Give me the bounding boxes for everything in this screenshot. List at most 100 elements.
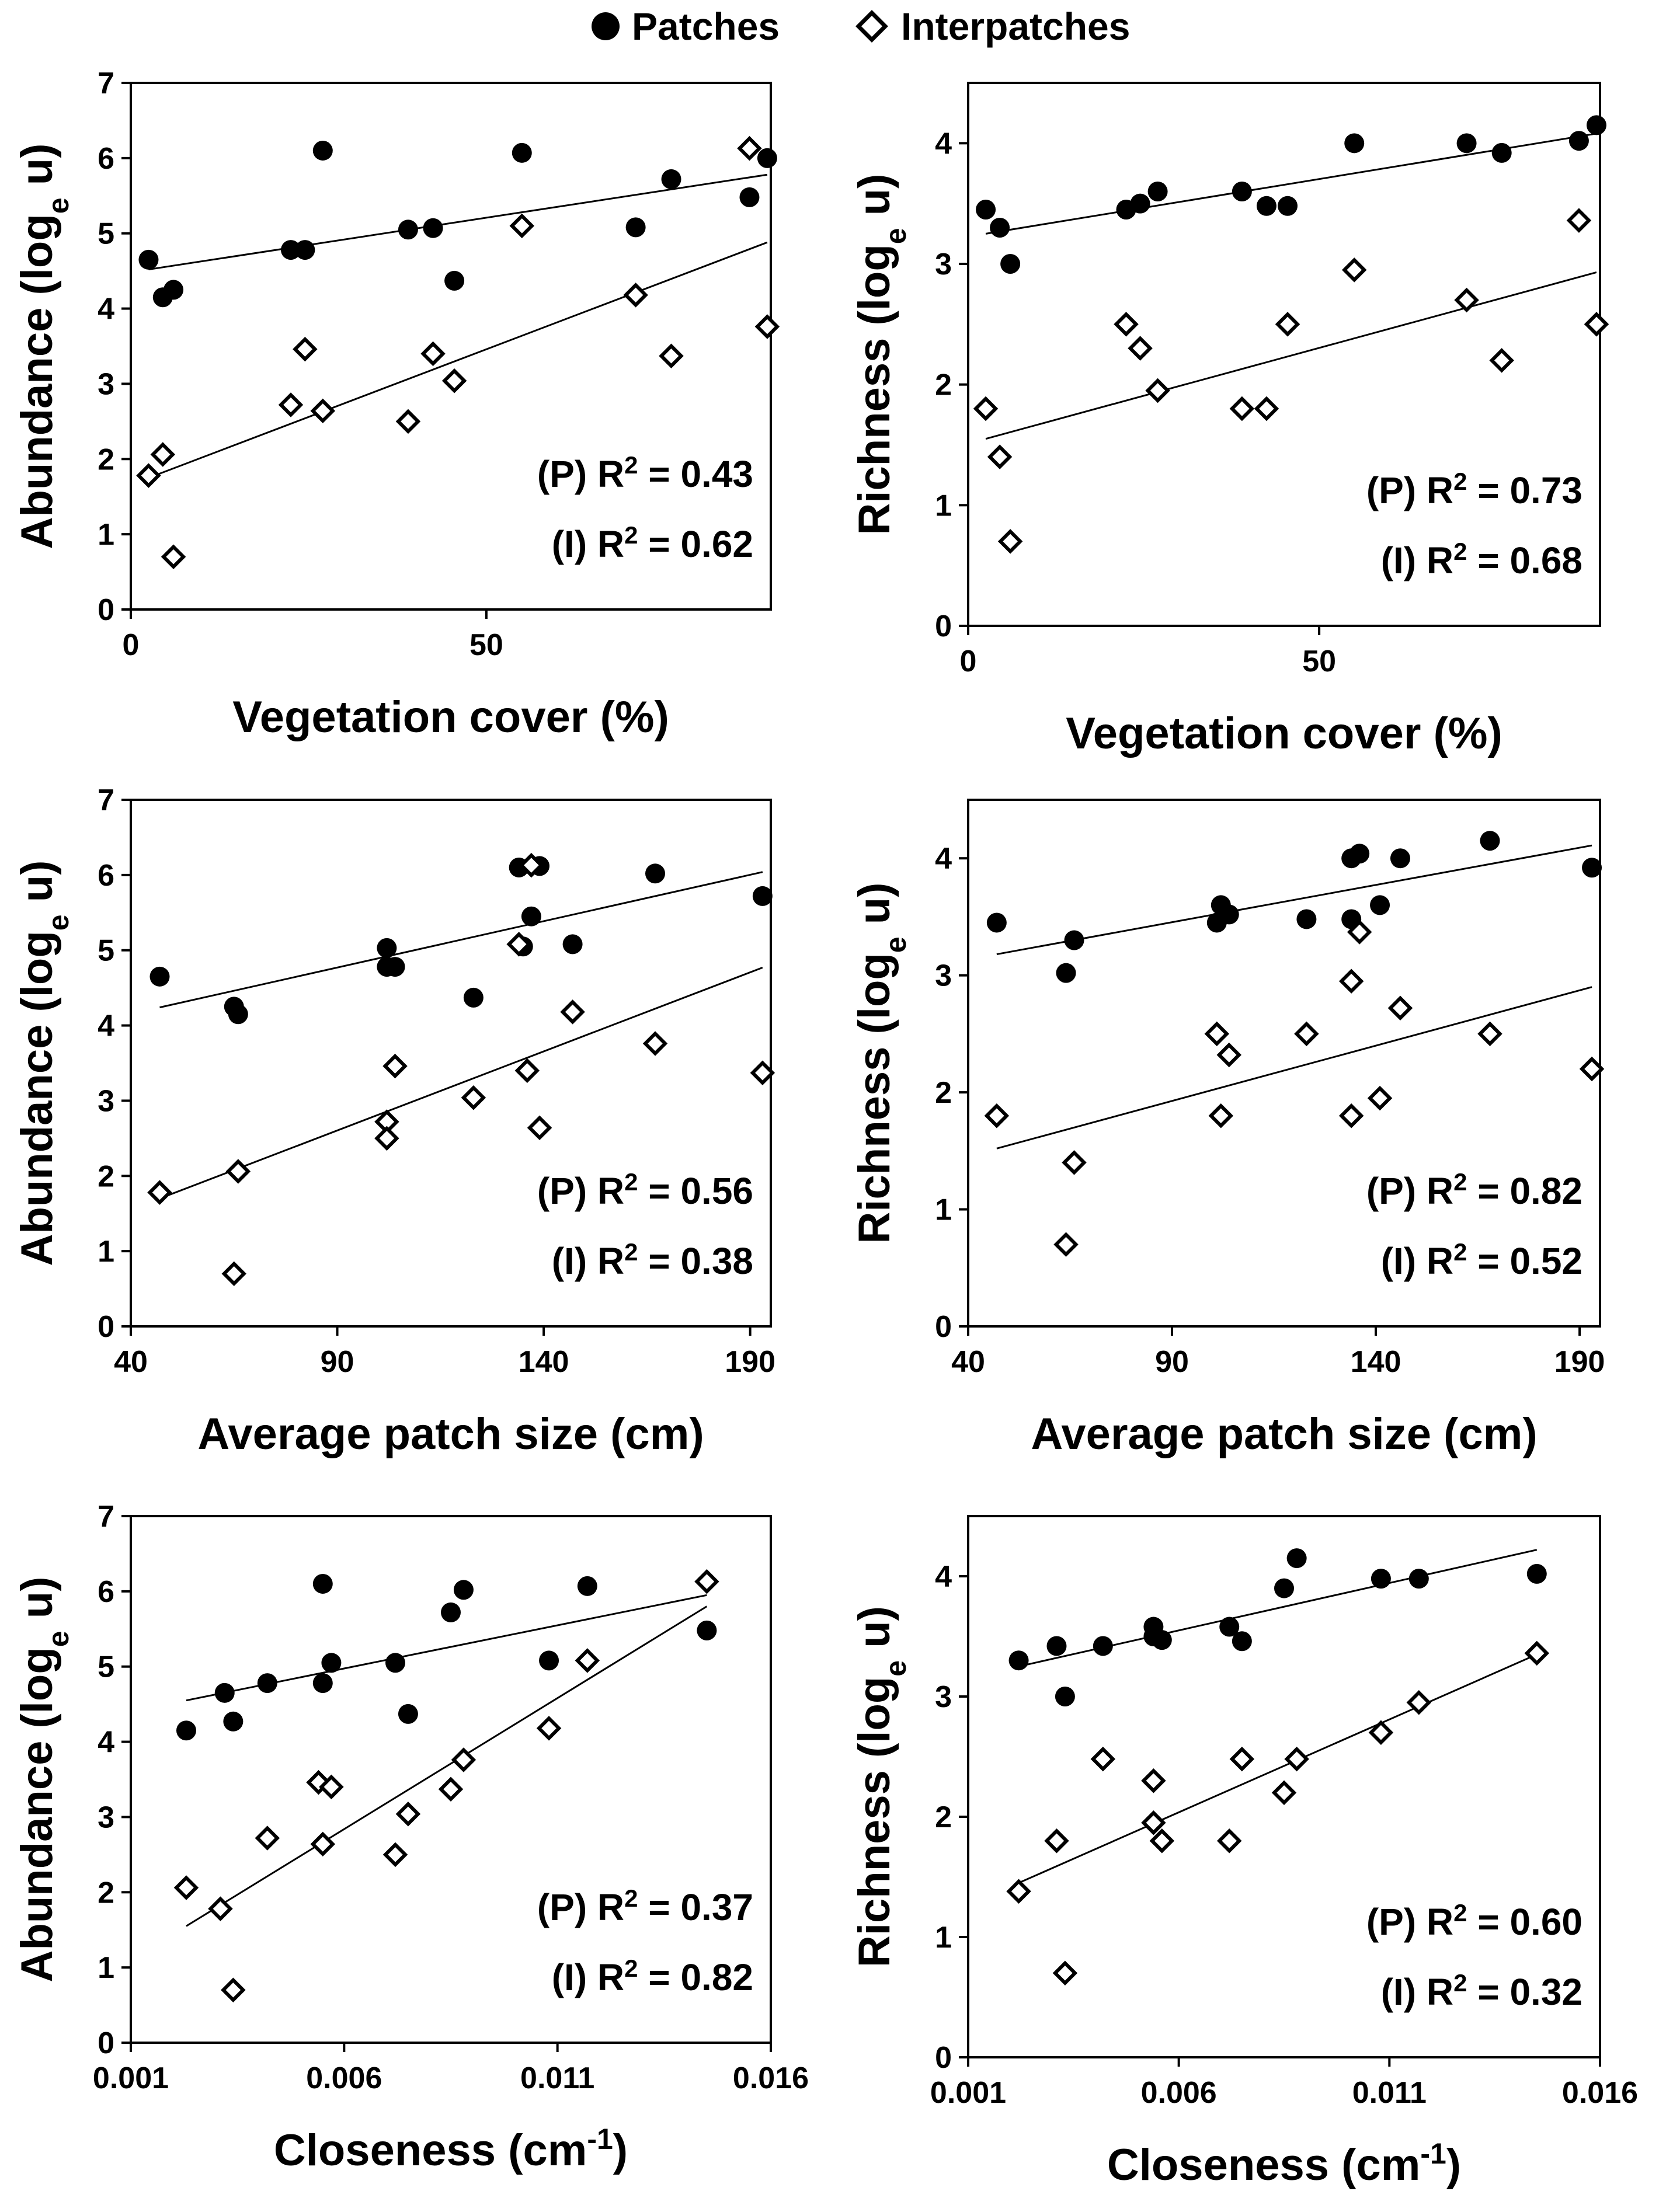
- patches-point: [1064, 930, 1084, 950]
- x-axis-title-end: ): [613, 2126, 628, 2175]
- patches-point: [1278, 196, 1298, 216]
- x-axis-title-sup: -1: [587, 2123, 613, 2155]
- r2-value: = 0.82: [1467, 1170, 1583, 1212]
- patches-point: [398, 1704, 418, 1724]
- interpatches-point: [1141, 1768, 1166, 1793]
- patches-legend-marker: [592, 12, 620, 40]
- r2-label: (I) R: [1381, 539, 1453, 581]
- interpatches-point: [1229, 396, 1255, 422]
- interpatches-trend-line: [1018, 1653, 1538, 1884]
- patches-point: [228, 1004, 248, 1025]
- y-tick-label: 2: [935, 1800, 952, 1834]
- patches-point: [312, 140, 333, 161]
- chart-panel-top-right: 0 1 2 3 4 0 50 Vegetation cover (%) Richness (lo…: [850, 82, 1609, 758]
- x-tick-label: 90: [321, 1345, 354, 1379]
- interpatches-point: [441, 368, 467, 393]
- patches-point: [986, 912, 1007, 933]
- x-tick-label: 0.006: [1141, 2076, 1217, 2110]
- y-axis-title-sub: e: [879, 1660, 912, 1677]
- patches-point: [398, 220, 418, 240]
- patches-point: [1232, 182, 1252, 201]
- y-axis-title-main: Abundance (log: [12, 1647, 62, 1982]
- patches-point: [521, 906, 541, 926]
- patches-point: [1568, 131, 1589, 151]
- y-tick-label: 0: [935, 1310, 952, 1344]
- patches-point: [645, 863, 666, 884]
- patches-point: [214, 1682, 235, 1703]
- plot-frame: [130, 82, 772, 611]
- interpatches-point: [293, 336, 318, 362]
- chart-panel-middle-left: 0 1 2 3 4 5 6 7 40 90 140 190 Average patch size (cm…: [12, 783, 775, 1459]
- interpatches-point: [1052, 1960, 1078, 1986]
- x-tick-label: 90: [1155, 1345, 1189, 1379]
- x-tick-label: 50: [1302, 645, 1336, 678]
- chart-panel-top-left: 0 1 2 3 4 5 6 7 0 50 Vegetation cover (%) Abundance…: [12, 67, 780, 742]
- patches-point: [312, 1673, 333, 1694]
- interpatches-trend-line: [985, 271, 1597, 440]
- y-tick-label: 5: [98, 934, 114, 968]
- patches-point: [990, 218, 1010, 238]
- x-axis-title: Average patch size (cm): [197, 1409, 704, 1459]
- patches-point: [1286, 1548, 1307, 1569]
- interpatches-point: [150, 442, 176, 467]
- patches-point: [138, 249, 159, 270]
- interpatches-point: [519, 852, 544, 878]
- plot-frame: [967, 799, 1601, 1328]
- patches-point: [453, 1580, 474, 1600]
- interpatches-point: [1229, 1746, 1255, 1772]
- interpatches-point: [1044, 1828, 1069, 1854]
- y-tick-label: 1: [98, 1951, 114, 1985]
- interpatches-r2-annotation: (I) R2 = 0.62: [552, 521, 753, 566]
- interpatches-trend-line: [148, 241, 768, 479]
- patches-point: [463, 987, 484, 1008]
- interpatches-point: [1477, 1021, 1502, 1047]
- patches-point: [1582, 858, 1602, 878]
- interpatches-point: [1149, 1828, 1175, 1854]
- y-tick-label: 6: [98, 142, 114, 176]
- patches-point: [1491, 142, 1512, 163]
- y-tick-label: 1: [98, 1235, 114, 1269]
- y-axis-title-end: u): [850, 883, 899, 937]
- interpatches-point: [560, 999, 585, 1025]
- x-axis-title-sup: -1: [1420, 2137, 1446, 2170]
- interpatches-point: [225, 1159, 251, 1184]
- patches-r2-annotation: (P) R2 = 0.82: [1366, 1168, 1582, 1213]
- r2-label: (P) R: [537, 1886, 624, 1928]
- interpatches-trend-line: [159, 966, 763, 1200]
- interpatches-point: [319, 1774, 344, 1800]
- x-tick-label: 40: [951, 1345, 985, 1379]
- interpatches-point: [1216, 1828, 1242, 1854]
- patches-point: [1256, 196, 1277, 216]
- patches-point: [1055, 1687, 1075, 1706]
- interpatches-point: [694, 1569, 719, 1594]
- r2-superscript: 2: [624, 1884, 638, 1912]
- x-axis-title: Closeness (cm-1): [1107, 2137, 1461, 2190]
- patches-trend-line: [159, 871, 763, 1009]
- y-tick-label: 2: [98, 1159, 114, 1193]
- patches-point: [1130, 193, 1150, 214]
- interpatches-point: [1387, 995, 1413, 1021]
- patches-r2-annotation: (P) R2 = 0.43: [537, 451, 753, 496]
- y-axis-title-sub: e: [879, 936, 912, 953]
- r2-superscript: 2: [624, 451, 638, 479]
- y-tick-label: 1: [935, 489, 952, 522]
- interpatches-legend-marker: [855, 10, 888, 43]
- interpatches-point: [278, 392, 304, 417]
- patches-point: [321, 1653, 342, 1673]
- interpatches-point: [438, 1776, 464, 1802]
- patches-point: [697, 1620, 717, 1640]
- interpatches-point: [382, 1053, 408, 1079]
- interpatches-point: [1062, 1150, 1087, 1175]
- y-tick-label: 4: [98, 1726, 114, 1760]
- y-axis-title-end: u): [12, 1577, 62, 1631]
- interpatches-r2-annotation: (I) R2 = 0.68: [1381, 538, 1582, 582]
- r2-superscript: 2: [1453, 538, 1467, 565]
- y-axis-title-end: u): [12, 861, 62, 915]
- x-tick-label: 0.016: [733, 2061, 809, 2095]
- interpatches-point: [395, 409, 421, 434]
- interpatches-point: [420, 341, 446, 367]
- y-axis-title: Abundance (loge u): [12, 144, 75, 549]
- patches-point: [1586, 115, 1606, 135]
- patches-point: [757, 148, 777, 168]
- y-axis-title-main: Richness (log: [850, 953, 899, 1243]
